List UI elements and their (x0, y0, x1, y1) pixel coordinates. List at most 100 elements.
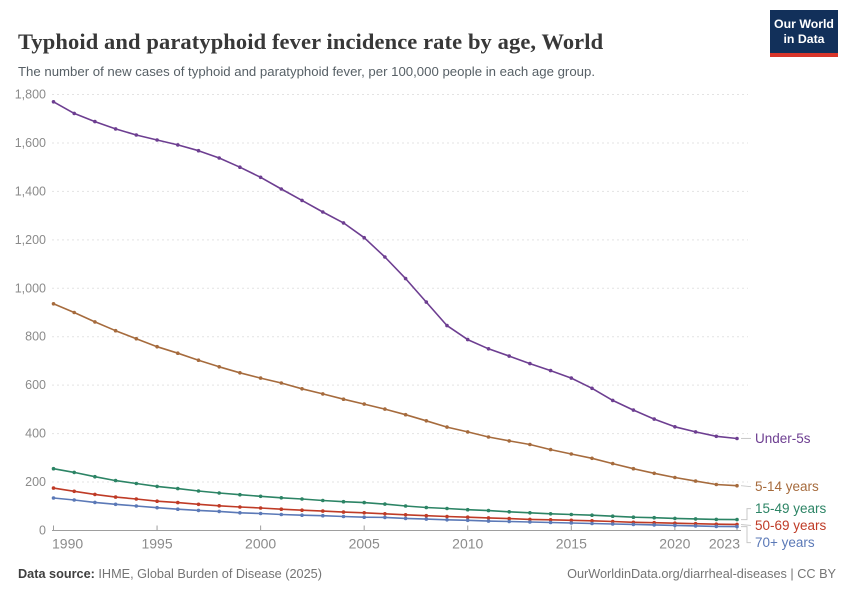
series-point-under-5s[interactable] (528, 361, 532, 366)
series-point-15-49-years[interactable] (465, 507, 470, 512)
series-point-5-14-years[interactable] (714, 482, 719, 487)
series-point-70-years[interactable] (196, 508, 201, 513)
series-point-70-years[interactable] (341, 514, 346, 519)
series-point-15-49-years[interactable] (113, 478, 118, 483)
series-point-70-years[interactable] (673, 523, 677, 528)
series-point-50-69-years[interactable] (51, 486, 56, 490)
series-point-15-49-years[interactable] (735, 517, 739, 522)
series-point-50-69-years[interactable] (507, 516, 512, 521)
series-point-15-49-years[interactable] (51, 466, 56, 471)
series-point-70-years[interactable] (93, 500, 97, 505)
series-point-50-69-years[interactable] (424, 513, 429, 518)
series-point-under-5s[interactable] (113, 127, 118, 131)
series-point-15-49-years[interactable] (673, 516, 677, 521)
series-point-5-14-years[interactable] (51, 302, 56, 306)
series-point-5-14-years[interactable] (548, 447, 553, 452)
series-point-15-49-years[interactable] (631, 515, 636, 519)
series-point-5-14-years[interactable] (631, 466, 636, 471)
series-point-5-14-years[interactable] (445, 425, 449, 429)
series-point-50-69-years[interactable] (341, 510, 346, 514)
series-point-under-5s[interactable] (300, 198, 304, 203)
series-point-under-5s[interactable] (238, 165, 242, 169)
series-point-5-14-years[interactable] (735, 483, 739, 488)
series-point-15-49-years[interactable] (507, 510, 512, 514)
series-point-15-49-years[interactable] (72, 470, 76, 475)
series-point-under-5s[interactable] (445, 323, 449, 328)
series-label-under-5s[interactable]: Under-5s (755, 431, 811, 446)
series-point-15-49-years[interactable] (134, 481, 139, 486)
series-point-under-5s[interactable] (258, 175, 263, 180)
series-point-15-49-years[interactable] (652, 515, 656, 520)
series-point-70-years[interactable] (445, 518, 449, 522)
series-point-50-69-years[interactable] (113, 495, 118, 499)
series-label-15-49-years[interactable]: 15-49 years (755, 501, 827, 516)
series-point-5-14-years[interactable] (258, 376, 263, 380)
series-point-under-5s[interactable] (569, 376, 574, 380)
series-point-15-49-years[interactable] (714, 517, 719, 522)
series-point-70-years[interactable] (258, 511, 263, 516)
series-point-5-14-years[interactable] (569, 452, 574, 456)
series-point-70-years[interactable] (403, 516, 408, 521)
series-point-5-14-years[interactable] (465, 430, 470, 434)
owid-logo[interactable]: Our World in Data (770, 10, 838, 57)
series-point-under-5s[interactable] (72, 111, 76, 116)
series-point-50-69-years[interactable] (548, 518, 553, 522)
series-point-under-5s[interactable] (321, 210, 325, 214)
series-point-70-years[interactable] (383, 515, 387, 520)
series-point-5-14-years[interactable] (341, 397, 346, 402)
series-point-5-14-years[interactable] (507, 439, 512, 443)
series-point-15-49-years[interactable] (610, 514, 615, 518)
series-point-70-years[interactable] (238, 511, 242, 515)
series-point-50-69-years[interactable] (590, 519, 594, 523)
series-point-70-years[interactable] (590, 521, 594, 526)
series-point-15-49-years[interactable] (383, 502, 387, 506)
series-point-70-years[interactable] (486, 519, 491, 523)
series-point-50-69-years[interactable] (279, 507, 284, 512)
series-line-15-49-years[interactable] (52, 467, 738, 521)
series-point-15-49-years[interactable] (445, 506, 449, 511)
series-point-70-years[interactable] (424, 517, 429, 521)
series-point-70-years[interactable] (217, 509, 221, 514)
series-point-5-14-years[interactable] (528, 442, 532, 447)
series-point-70-years[interactable] (113, 502, 118, 507)
series-line-5-14-years[interactable] (52, 302, 738, 487)
series-point-under-5s[interactable] (693, 430, 698, 434)
series-point-70-years[interactable] (507, 519, 512, 524)
series-point-15-49-years[interactable] (424, 505, 429, 510)
series-point-5-14-years[interactable] (610, 461, 615, 466)
series-point-5-14-years[interactable] (652, 471, 656, 476)
series-point-5-14-years[interactable] (486, 435, 491, 439)
series-point-15-49-years[interactable] (548, 512, 553, 516)
series-point-70-years[interactable] (610, 522, 615, 526)
series-point-5-14-years[interactable] (217, 365, 221, 369)
series-point-15-49-years[interactable] (528, 511, 532, 515)
series-point-5-14-years[interactable] (673, 475, 677, 480)
series-point-15-49-years[interactable] (590, 513, 594, 517)
series-point-50-69-years[interactable] (155, 499, 159, 504)
series-point-under-5s[interactable] (341, 221, 346, 225)
series-point-under-5s[interactable] (51, 100, 56, 104)
series-label-50-69-years[interactable]: 50-69 years (755, 518, 827, 533)
series-point-5-14-years[interactable] (134, 336, 139, 341)
series-point-50-69-years[interactable] (258, 506, 263, 510)
series-point-70-years[interactable] (569, 521, 574, 525)
series-point-under-5s[interactable] (196, 148, 201, 153)
series-point-50-69-years[interactable] (403, 513, 408, 517)
series-point-5-14-years[interactable] (300, 387, 304, 391)
series-point-50-69-years[interactable] (465, 515, 470, 519)
series-point-under-5s[interactable] (362, 235, 367, 240)
series-point-under-5s[interactable] (403, 276, 408, 281)
series-point-5-14-years[interactable] (155, 344, 159, 349)
series-point-15-49-years[interactable] (362, 500, 367, 505)
series-point-under-5s[interactable] (590, 386, 594, 391)
series-point-70-years[interactable] (300, 513, 304, 517)
series-point-under-5s[interactable] (673, 425, 677, 429)
series-point-5-14-years[interactable] (590, 456, 594, 461)
series-point-under-5s[interactable] (465, 337, 470, 342)
series-point-5-14-years[interactable] (362, 402, 367, 406)
series-point-50-69-years[interactable] (134, 497, 139, 501)
series-point-50-69-years[interactable] (321, 509, 325, 513)
series-point-5-14-years[interactable] (238, 371, 242, 375)
series-point-15-49-years[interactable] (569, 512, 574, 517)
series-point-70-years[interactable] (176, 507, 180, 512)
